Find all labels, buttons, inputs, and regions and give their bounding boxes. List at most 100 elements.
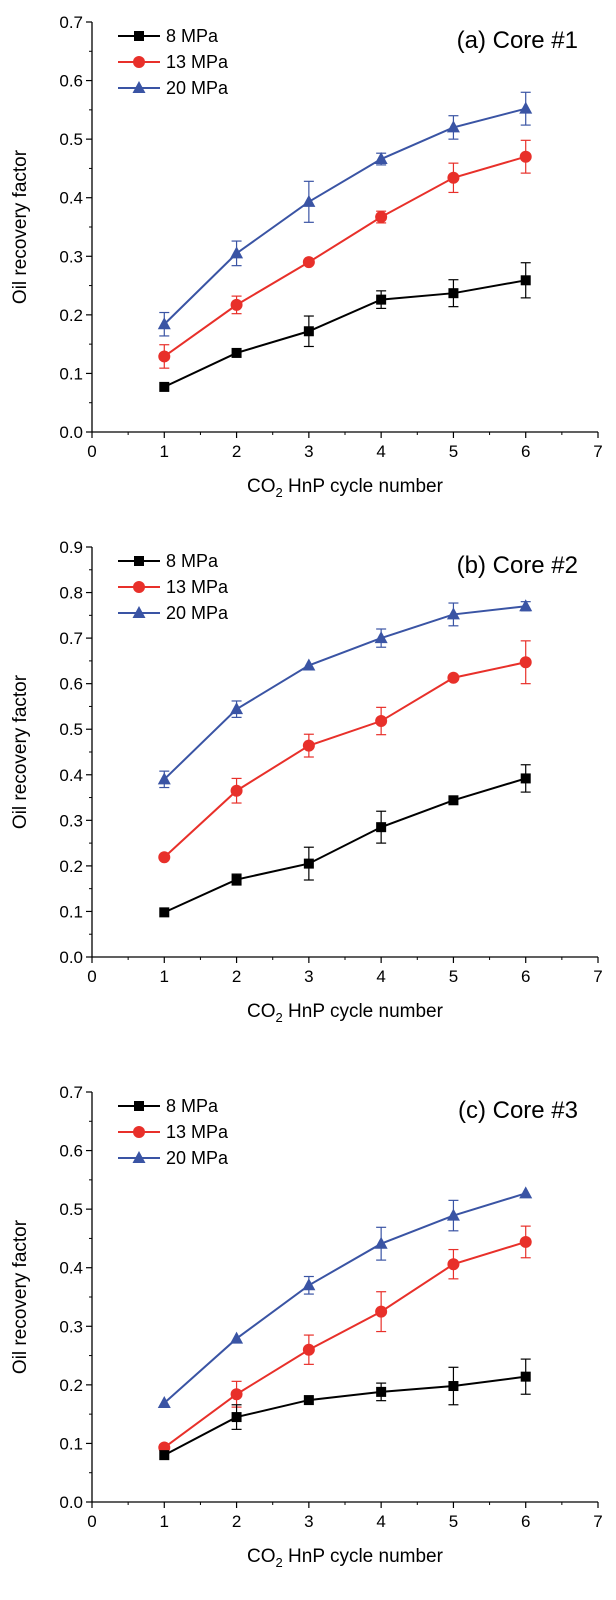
series-20-mpa — [157, 599, 533, 789]
x-axis-label: CO2 HnP cycle number — [247, 1001, 444, 1025]
data-point — [520, 1371, 531, 1382]
x-tick-label: 7 — [593, 1512, 602, 1531]
chart-b-svg: 0.0 0.1 0.2 0.3 0.4 0.5 0.6 0.7 0.8 0.9 0 1 2 3 4 5 6 7 CO… — [10, 538, 603, 1025]
legend-label: 8 MPa — [166, 551, 219, 571]
chart-c-svg: 0.0 0.1 0.2 0.3 0.4 0.5 0.6 0.7 0 1 2 3 4 5 6 7 CO2 HnP … — [10, 1083, 603, 1570]
y-tick-label: 0.1 — [59, 364, 83, 383]
y-tick-label: 0.9 — [59, 538, 83, 557]
y-axis-label: Oil recovery factor — [10, 674, 31, 829]
legend-label: 13 MPa — [166, 1122, 229, 1142]
legend-label: 20 MPa — [166, 1148, 229, 1168]
series-line — [163, 1375, 526, 1457]
data-point — [157, 317, 171, 330]
data-point — [520, 773, 531, 784]
legend-label: 20 MPa — [166, 603, 229, 623]
legend-label: 20 MPa — [166, 78, 229, 98]
data-point — [159, 1450, 170, 1461]
series-line — [163, 777, 527, 914]
legend-label: 13 MPa — [166, 577, 229, 597]
x-tick-label: 4 — [376, 967, 385, 986]
legend-marker — [132, 81, 146, 93]
series-13-mpa — [158, 139, 532, 369]
legend: 8 MPa 13 MPa 20 MPa — [118, 26, 229, 98]
data-point — [446, 120, 460, 133]
series-line — [163, 107, 526, 325]
data-point — [375, 715, 388, 728]
x-tick-label: 3 — [304, 967, 313, 986]
x-tick-label: 2 — [232, 442, 241, 461]
x-axis-label: CO2 HnP cycle number — [247, 1546, 444, 1570]
x-tick-label: 1 — [160, 1512, 169, 1531]
series-13-mpa — [158, 640, 532, 864]
data-point — [375, 1305, 388, 1318]
series-13-mpa — [158, 1225, 532, 1454]
data-point — [231, 874, 242, 885]
chart-a-svg: 0.0 0.1 0.2 0.3 0.4 0.5 0.6 0.7 0 1 2 3 4 5 6 7 CO2 HnP … — [10, 13, 603, 500]
series-line — [163, 155, 526, 358]
data-point — [519, 150, 532, 163]
y-tick-label: 0.7 — [59, 13, 83, 32]
x-tick-label: 0 — [87, 967, 96, 986]
y-tick-label: 0.7 — [59, 1083, 83, 1102]
legend-marker — [132, 1151, 146, 1163]
series-line — [163, 1240, 527, 1449]
legend-marker — [133, 581, 145, 593]
chart-panel-a: 0.0 0.1 0.2 0.3 0.4 0.5 0.6 0.7 0 1 2 3 4 5 6 7 CO2 HnP … — [0, 0, 616, 520]
y-tick-label: 0.5 — [59, 720, 83, 739]
data-point — [303, 1395, 314, 1406]
y-tick-label: 0.8 — [59, 584, 83, 603]
legend: 8 MPa 13 MPa 20 MPa — [118, 551, 229, 623]
legend-marker — [134, 1101, 144, 1111]
data-point — [520, 275, 531, 286]
y-tick-label: 0.3 — [59, 811, 83, 830]
data-point — [231, 1412, 242, 1423]
data-point — [448, 288, 459, 299]
legend-marker — [133, 1126, 145, 1138]
data-point — [158, 350, 171, 363]
legend-label: 8 MPa — [166, 26, 219, 46]
x-tick-label: 1 — [160, 442, 169, 461]
data-point — [158, 851, 171, 864]
data-point — [374, 631, 388, 644]
data-point — [376, 294, 387, 305]
data-point — [519, 101, 533, 114]
data-point — [302, 194, 316, 207]
x-tick-label: 2 — [232, 1512, 241, 1531]
data-point — [448, 1381, 459, 1392]
data-point — [157, 1396, 171, 1409]
data-point — [230, 784, 243, 797]
y-tick-label: 0.6 — [59, 72, 83, 91]
data-point — [159, 907, 170, 918]
x-tick-label: 5 — [449, 967, 458, 986]
x-tick-label: 2 — [232, 967, 241, 986]
data-point — [159, 381, 170, 392]
data-point — [519, 656, 532, 669]
data-point — [302, 256, 315, 269]
data-point — [231, 347, 242, 358]
series-line — [163, 279, 526, 388]
y-tick-label: 0.7 — [59, 629, 83, 648]
data-point — [230, 1331, 244, 1344]
y-tick-label: 0.0 — [59, 1493, 83, 1512]
legend-marker — [134, 556, 144, 566]
y-tick-label: 0.4 — [59, 1259, 83, 1278]
data-point — [302, 739, 315, 752]
x-tick-label: 7 — [593, 442, 602, 461]
legend-marker — [134, 31, 144, 41]
y-tick-label: 0.3 — [59, 247, 83, 266]
legend-label: 13 MPa — [166, 52, 229, 72]
y-tick-label: 0.2 — [59, 857, 83, 876]
x-tick-label: 6 — [521, 967, 530, 986]
series-line — [163, 605, 526, 781]
y-tick-label: 0.0 — [59, 948, 83, 967]
data-point — [519, 1235, 532, 1248]
chart-title: (a) Core #1 — [457, 27, 578, 54]
y-tick-label: 0.1 — [59, 1434, 83, 1453]
data-point — [302, 1278, 316, 1291]
data-point — [376, 822, 387, 833]
data-point — [230, 298, 243, 311]
data-point — [519, 599, 533, 612]
data-point — [302, 1343, 315, 1356]
chart-panel-b: 0.0 0.1 0.2 0.3 0.4 0.5 0.6 0.7 0.8 0.9 0 1 2 3 4 5 6 7 CO… — [0, 525, 616, 1045]
x-tick-label: 5 — [449, 1512, 458, 1531]
